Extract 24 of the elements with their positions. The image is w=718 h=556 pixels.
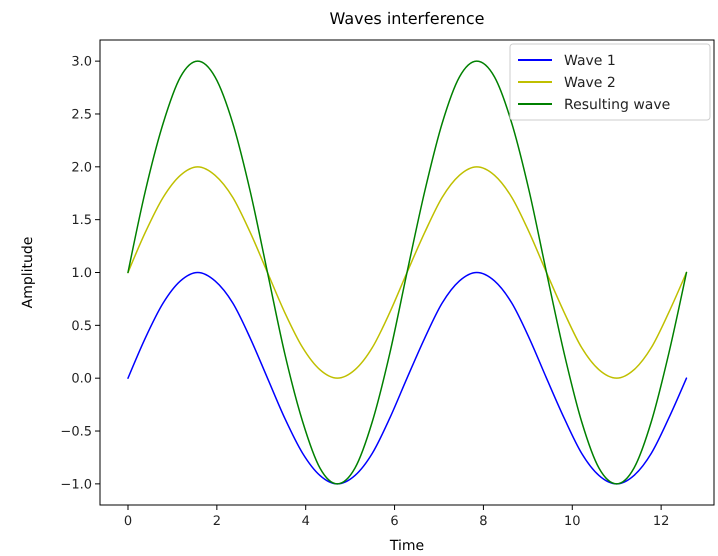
y-tick-label: 1.0 xyxy=(71,266,92,282)
x-axis-title: Time xyxy=(388,538,424,554)
x-tick-label: 6 xyxy=(390,514,399,529)
y-tick-label: 0.0 xyxy=(71,372,92,387)
legend-label: Wave 1 xyxy=(564,52,616,69)
y-tick-label: 2.0 xyxy=(71,160,92,176)
y-tick-label: −0.5 xyxy=(60,424,92,440)
line-series xyxy=(127,272,688,485)
x-tick-label: 12 xyxy=(652,514,670,529)
line-series xyxy=(127,166,688,379)
x-tick-label: 2 xyxy=(212,514,221,529)
y-tick-label: 0.5 xyxy=(71,318,92,334)
chart-title: Waves interference xyxy=(330,9,484,28)
y-tick-label: 1.5 xyxy=(71,213,92,228)
y-tick-label: 2.5 xyxy=(71,108,92,123)
y-tick-label: −1.0 xyxy=(60,477,92,492)
legend-label: Resulting wave xyxy=(564,96,670,113)
y-tick-label: 3.0 xyxy=(71,54,92,70)
y-axis-title: Amplitude xyxy=(20,236,36,308)
x-tick-label: 4 xyxy=(302,514,310,529)
x-tick-label: 10 xyxy=(564,514,581,529)
x-tick-label: 0 xyxy=(124,514,132,529)
x-tick-label: 8 xyxy=(479,514,488,529)
legend-label: Wave 2 xyxy=(564,74,616,91)
